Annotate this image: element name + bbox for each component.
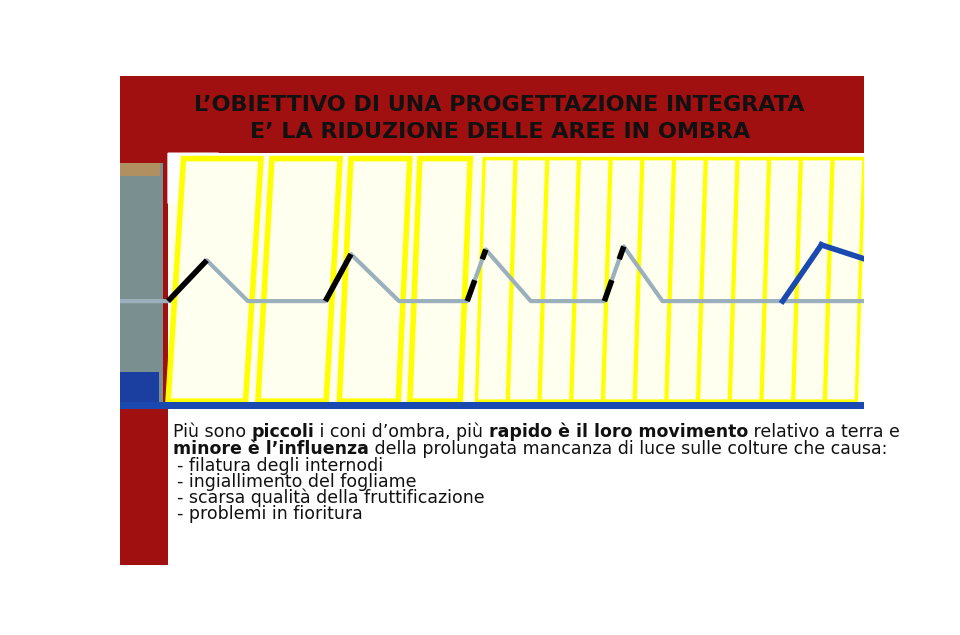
Text: minore è l’influenza: minore è l’influenza bbox=[173, 439, 369, 458]
Polygon shape bbox=[635, 159, 674, 401]
Bar bbox=[120, 76, 864, 153]
Polygon shape bbox=[508, 159, 547, 401]
Text: - ingiallimento del fogliame: - ingiallimento del fogliame bbox=[178, 472, 417, 491]
Bar bbox=[120, 156, 864, 409]
Text: rapido è il loro movimento: rapido è il loro movimento bbox=[489, 423, 748, 441]
Polygon shape bbox=[667, 159, 706, 401]
Text: piccoli: piccoli bbox=[252, 423, 314, 441]
Text: - scarsa qualità della fruttificazione: - scarsa qualità della fruttificazione bbox=[178, 489, 485, 507]
Polygon shape bbox=[168, 153, 219, 203]
Polygon shape bbox=[540, 159, 579, 401]
Text: i coni d’ombra, più: i coni d’ombra, più bbox=[314, 423, 489, 441]
Polygon shape bbox=[731, 159, 769, 401]
Polygon shape bbox=[476, 159, 516, 401]
Text: relativo a terra e: relativo a terra e bbox=[748, 423, 900, 441]
Bar bbox=[120, 402, 864, 409]
Polygon shape bbox=[571, 159, 611, 401]
Bar bbox=[120, 153, 168, 565]
Polygon shape bbox=[794, 159, 832, 401]
Text: - problemi in fioritura: - problemi in fioritura bbox=[178, 505, 363, 523]
Text: - filatura degli internodi: - filatura degli internodi bbox=[178, 457, 383, 474]
Polygon shape bbox=[258, 159, 340, 401]
Polygon shape bbox=[168, 159, 261, 401]
Polygon shape bbox=[339, 159, 410, 401]
Text: L’OBIETTIVO DI UNA PROGETTAZIONE INTEGRATA: L’OBIETTIVO DI UNA PROGETTAZIONE INTEGRA… bbox=[195, 95, 805, 116]
Bar bbox=[120, 372, 158, 402]
Text: E’ LA RIDUZIONE DELLE AREE IN OMBRA: E’ LA RIDUZIONE DELLE AREE IN OMBRA bbox=[250, 122, 750, 142]
Bar bbox=[120, 163, 162, 403]
Polygon shape bbox=[410, 159, 470, 401]
Bar bbox=[120, 163, 160, 175]
Text: della prolungata mancanza di luce sulle colture che causa:: della prolungata mancanza di luce sulle … bbox=[369, 439, 887, 458]
Polygon shape bbox=[699, 159, 737, 401]
Text: Più sono: Più sono bbox=[173, 423, 252, 441]
Polygon shape bbox=[762, 159, 801, 401]
Polygon shape bbox=[826, 159, 864, 401]
Polygon shape bbox=[603, 159, 642, 401]
